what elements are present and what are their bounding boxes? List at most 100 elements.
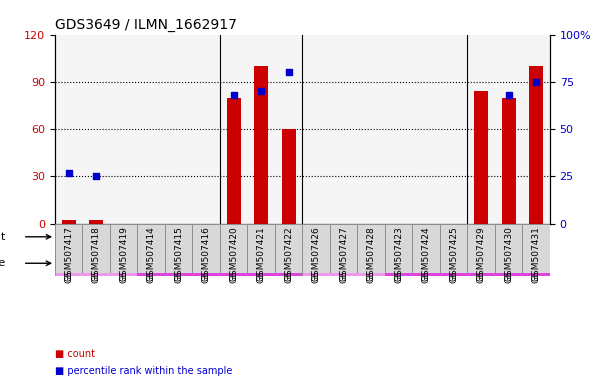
Point	[284, 69, 294, 75]
Bar	[247, 223, 275, 273]
Text: 18 h: 18 h	[86, 258, 107, 268]
Bar	[302, 223, 330, 273]
Text: GSM507425: GSM507425	[449, 228, 458, 283]
Text: GSM507421: GSM507421	[257, 228, 266, 283]
Bar	[82, 223, 110, 273]
Text: GSM507416: GSM507416	[202, 226, 211, 281]
Text: ■ percentile rank within the sample: ■ percentile rank within the sample	[55, 366, 232, 376]
Bar	[330, 223, 357, 273]
Text: GSM507419: GSM507419	[119, 228, 128, 283]
Text: GSM507416: GSM507416	[202, 228, 211, 283]
Text: agent: agent	[0, 232, 6, 242]
Text: GSM507414: GSM507414	[147, 226, 156, 281]
Bar	[385, 223, 412, 273]
Text: GSM507428: GSM507428	[367, 226, 376, 281]
Bar	[110, 223, 137, 273]
Bar	[495, 223, 522, 273]
Text: TGF-beta 1: TGF-beta 1	[234, 232, 288, 242]
Bar	[55, 223, 220, 250]
Point	[64, 169, 73, 175]
Bar	[137, 250, 302, 276]
Text: GSM507424: GSM507424	[422, 226, 431, 281]
Text: GSM507430: GSM507430	[504, 226, 513, 281]
Bar	[137, 223, 165, 273]
Bar	[522, 223, 550, 273]
Bar	[502, 98, 516, 223]
Text: GSM507417: GSM507417	[64, 228, 73, 283]
Text: GSM507414: GSM507414	[147, 228, 156, 283]
Text: GSM507417: GSM507417	[64, 226, 73, 281]
Bar	[165, 223, 192, 273]
Bar	[302, 250, 385, 276]
Bar	[55, 223, 82, 273]
Bar	[192, 223, 220, 273]
Text: GSM507418: GSM507418	[92, 226, 101, 281]
Bar	[192, 223, 220, 273]
Bar	[467, 223, 495, 273]
Text: GSM507421: GSM507421	[257, 226, 266, 281]
Bar	[302, 223, 467, 250]
Text: GSM507415: GSM507415	[174, 228, 183, 283]
Text: 18 h: 18 h	[333, 258, 354, 268]
Point	[91, 173, 101, 179]
Bar	[495, 223, 522, 273]
Bar	[412, 223, 440, 273]
Text: 48 h: 48 h	[456, 258, 478, 268]
Bar	[275, 223, 302, 273]
Bar	[137, 223, 165, 273]
Text: ■ count: ■ count	[55, 349, 95, 359]
Bar	[440, 223, 467, 273]
Bar	[529, 66, 543, 223]
Text: GSM507428: GSM507428	[367, 228, 376, 283]
Text: C-peptide: C-peptide	[361, 232, 409, 242]
Bar	[302, 223, 330, 273]
Bar	[440, 223, 467, 273]
Bar	[247, 223, 275, 273]
Bar	[227, 98, 241, 223]
Text: GSM507415: GSM507415	[174, 226, 183, 281]
Text: GSM507430: GSM507430	[504, 228, 513, 283]
Text: GSM507426: GSM507426	[312, 226, 321, 281]
Bar	[110, 223, 137, 273]
Text: GSM507422: GSM507422	[284, 226, 293, 281]
Text: GSM507419: GSM507419	[119, 226, 128, 281]
Point	[531, 79, 541, 85]
Bar	[357, 223, 385, 273]
Bar	[282, 129, 296, 223]
Point	[503, 92, 513, 98]
Bar	[55, 223, 82, 273]
Text: GDS3649 / ILMN_1662917: GDS3649 / ILMN_1662917	[55, 18, 237, 32]
Text: TGF-beta 1 and
C-peptide: TGF-beta 1 and C-peptide	[471, 226, 546, 248]
Text: GSM507425: GSM507425	[449, 226, 458, 281]
Bar	[82, 223, 110, 273]
Bar	[357, 223, 385, 273]
Text: GSM507426: GSM507426	[312, 228, 321, 283]
Text: GSM507420: GSM507420	[229, 228, 238, 283]
Text: GSM507431: GSM507431	[532, 228, 541, 283]
Bar	[330, 223, 357, 273]
Text: GSM507429: GSM507429	[477, 226, 486, 281]
Text: GSM507427: GSM507427	[339, 228, 348, 283]
Bar	[220, 223, 302, 250]
Bar	[522, 223, 550, 273]
Bar	[474, 91, 488, 223]
Bar	[412, 223, 440, 273]
Point	[229, 92, 238, 98]
Bar	[55, 250, 137, 276]
Bar	[385, 250, 550, 276]
Text: GSM507420: GSM507420	[229, 226, 238, 281]
Text: GSM507423: GSM507423	[394, 228, 403, 283]
Bar	[165, 223, 192, 273]
Text: GSM507427: GSM507427	[339, 226, 348, 281]
Bar	[89, 220, 103, 223]
Point	[257, 88, 266, 94]
Bar	[467, 223, 550, 250]
Bar	[220, 223, 247, 273]
Bar	[254, 66, 268, 223]
Text: GSM507423: GSM507423	[394, 226, 403, 281]
Text: GSM507422: GSM507422	[284, 228, 293, 283]
Text: GSM507429: GSM507429	[477, 228, 486, 283]
Text: 48 h: 48 h	[209, 258, 231, 268]
Bar	[62, 220, 76, 223]
Text: time: time	[0, 258, 6, 268]
